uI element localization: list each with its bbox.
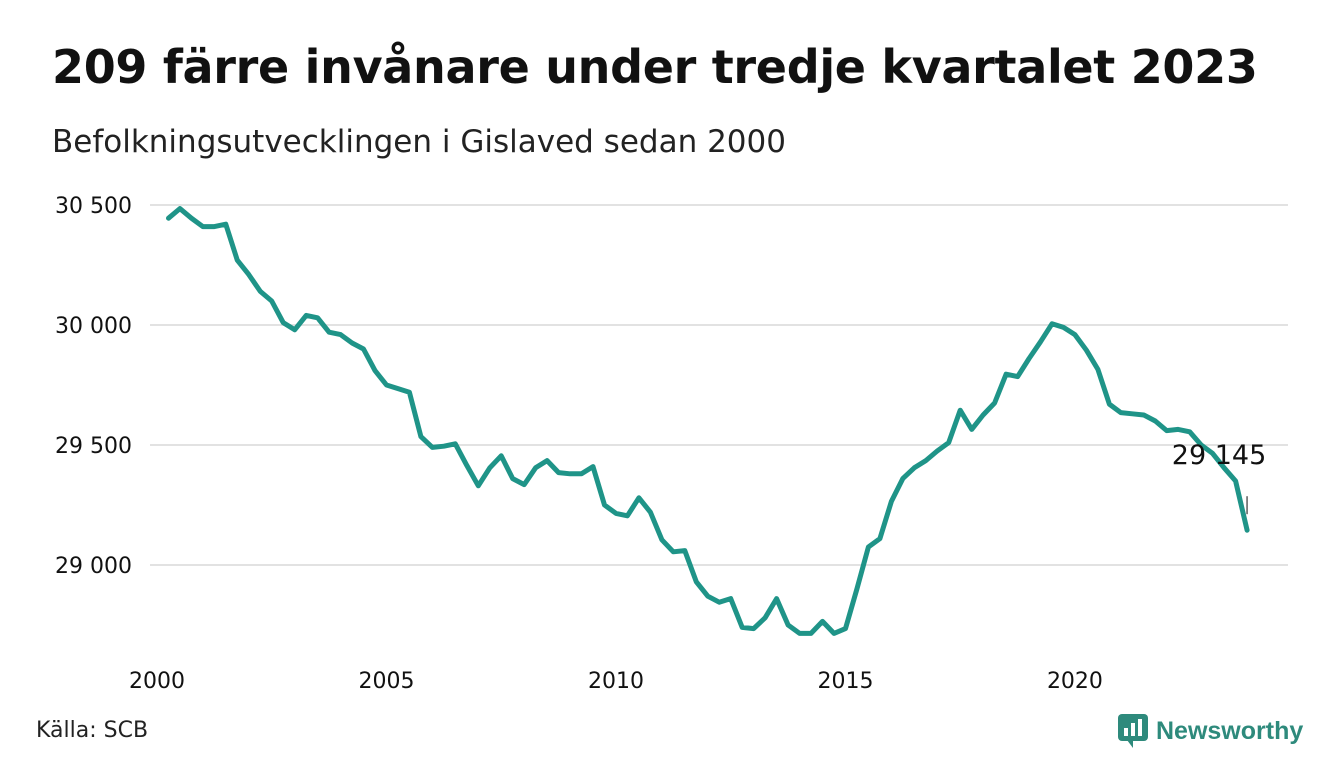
chart-subtitle: Befolkningsutvecklingen i Gislaved sedan… — [52, 124, 786, 160]
line-chart: 29 000 29 500 30 000 30 500 2000 2005 2010 201… — [55, 194, 1288, 694]
bar-chart-speech-bubble-icon — [1118, 714, 1148, 748]
brand-name: Newsworthy — [1156, 716, 1304, 745]
x-tick-label: 2000 — [129, 669, 185, 694]
y-axis: 29 000 29 500 30 000 30 500 — [55, 194, 132, 579]
y-tick-label: 29 500 — [55, 434, 132, 459]
chart-title: 209 färre invånare under tredje kvartale… — [52, 40, 1258, 94]
x-tick-label: 2005 — [358, 669, 414, 694]
x-axis: 2000 2005 2010 2015 2020 — [129, 669, 1103, 694]
brand-logo[interactable]: Newsworthy — [1118, 713, 1303, 749]
x-tick-label: 2020 — [1047, 669, 1103, 694]
x-tick-label: 2010 — [588, 669, 644, 694]
y-tick-label: 30 000 — [55, 314, 132, 339]
population-line — [166, 206, 1250, 636]
annotation-label: 29 145 — [1172, 440, 1266, 471]
y-tick-label: 29 000 — [55, 554, 132, 579]
x-tick-label: 2015 — [817, 669, 873, 694]
y-tick-label: 30 500 — [55, 194, 132, 219]
grid-lines — [150, 204, 1288, 566]
source-note: Källa: SCB — [36, 718, 149, 743]
